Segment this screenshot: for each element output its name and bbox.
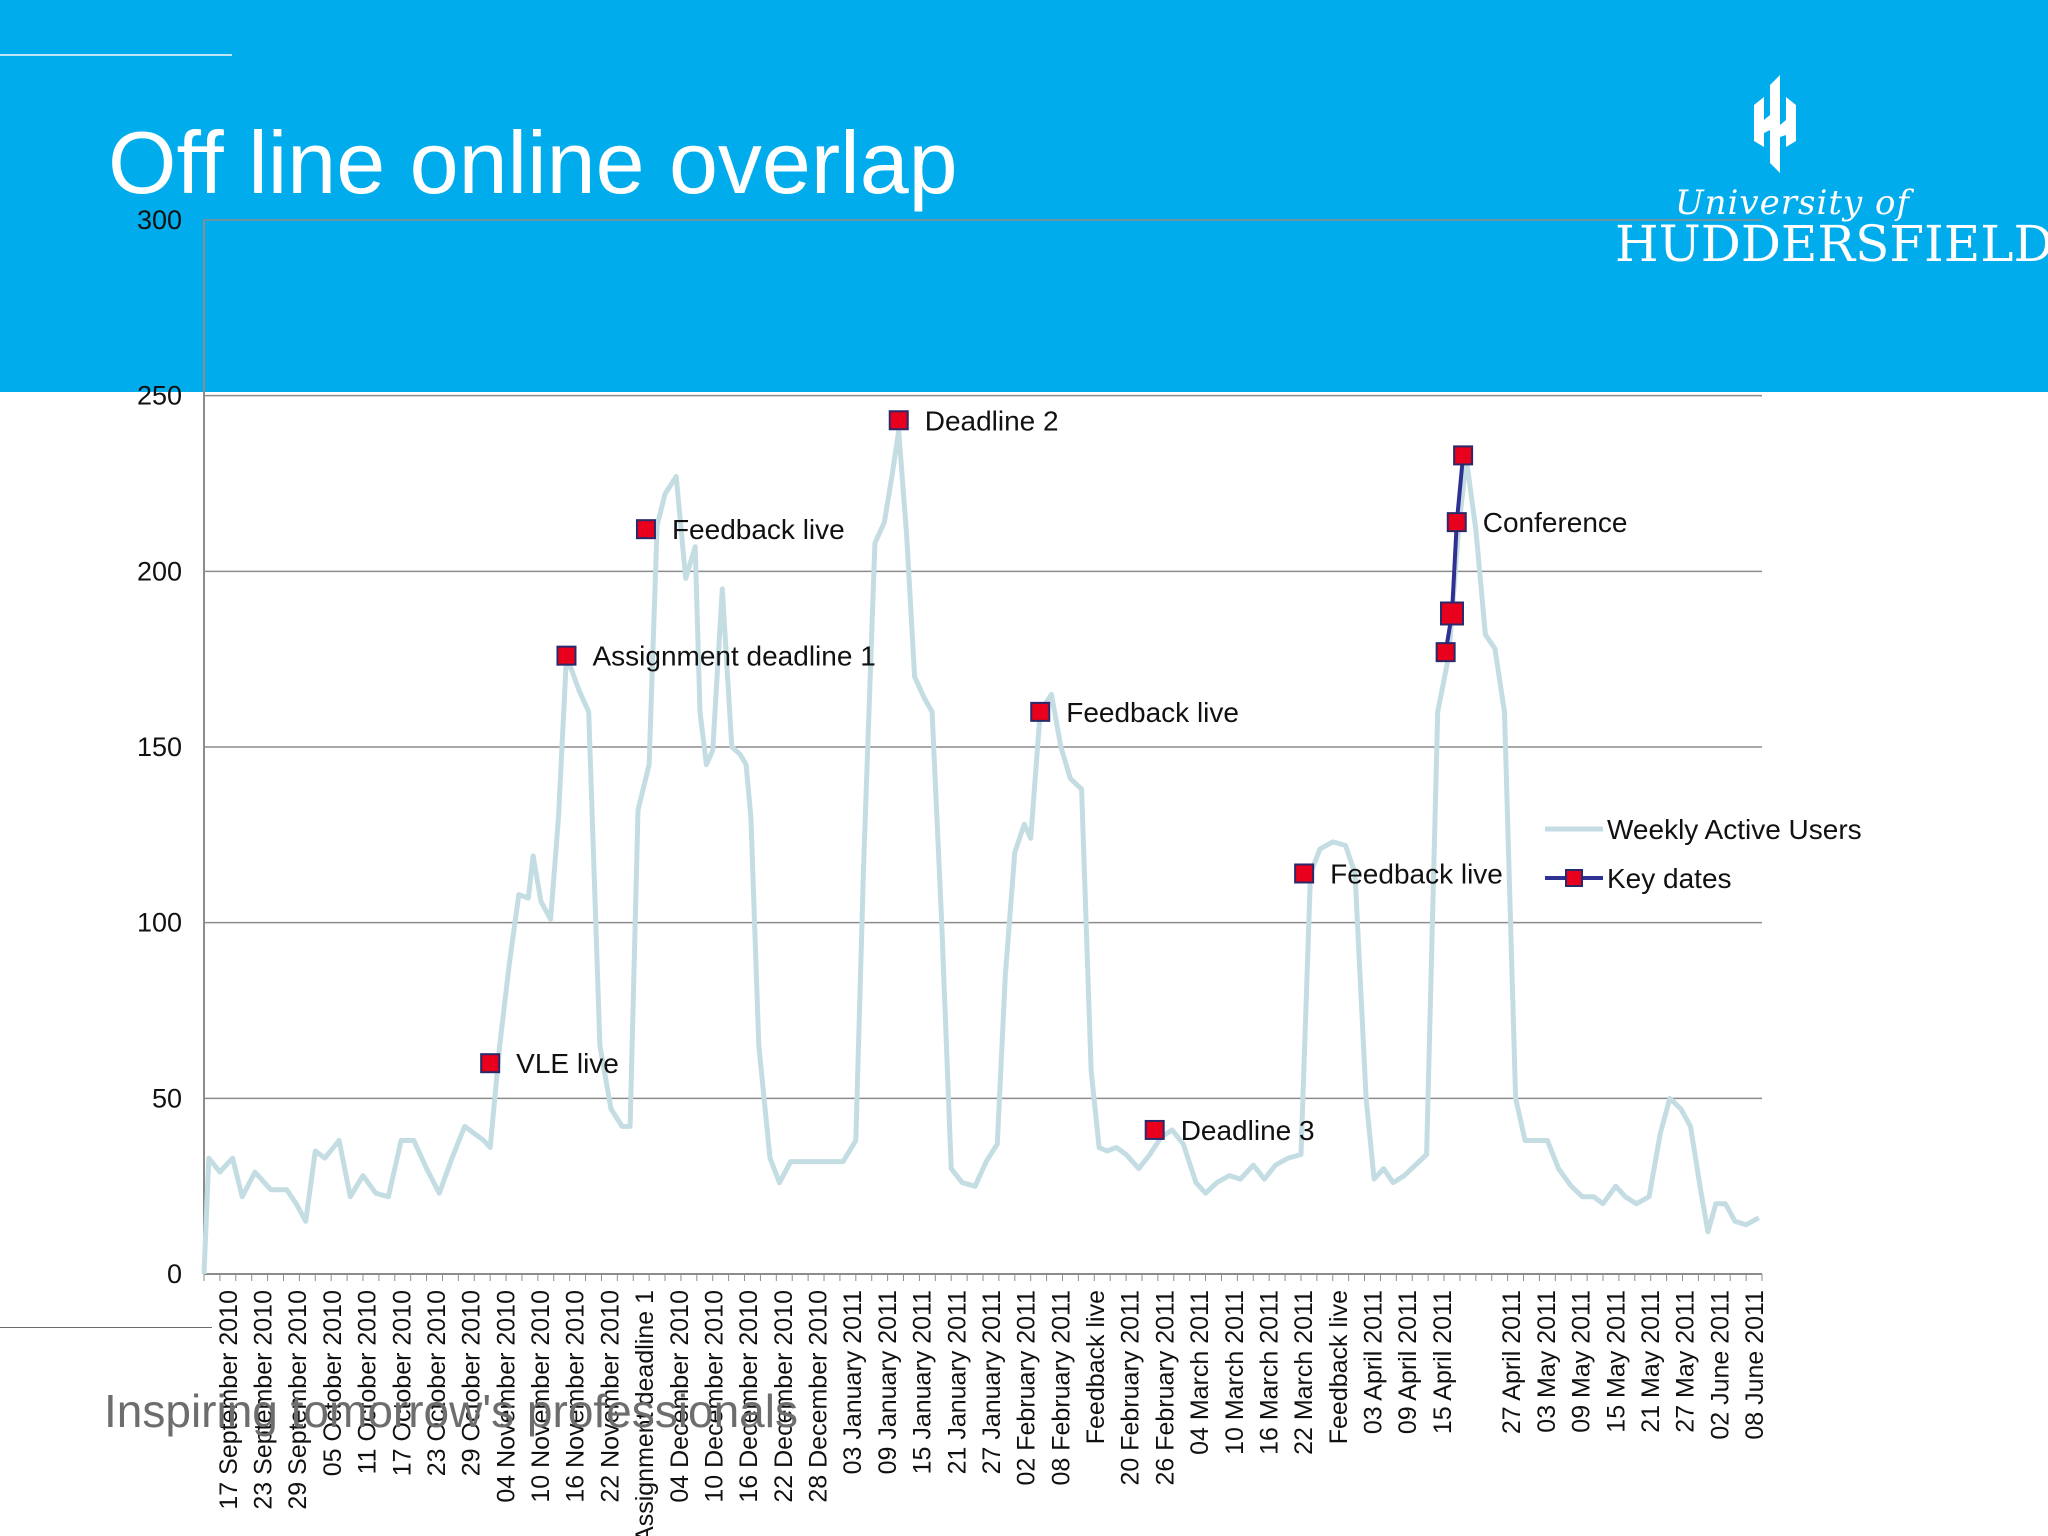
key-date-marker (1144, 1119, 1165, 1140)
x-tick-label: 15 January 2011 (909, 1290, 937, 1474)
x-tick-label: 22 December 2010 (770, 1290, 798, 1503)
x-tick-label: 09 April 2011 (1394, 1290, 1422, 1434)
chart-series: VLE live Assignment deadline 1 Feedback li… (201, 405, 1761, 1275)
x-tick-label: 21 January 2011 (943, 1290, 971, 1474)
y-tick-label: 300 (137, 205, 182, 235)
x-tick-label: 10 March 2011 (1221, 1290, 1249, 1455)
slide-title: Off line online overlap (108, 113, 958, 212)
x-tick-label: 09 January 2011 (874, 1290, 902, 1474)
y-axis: 0 50 100 150 200 250 300 (137, 205, 205, 1289)
x-tick-label: 28 December 2010 (805, 1290, 833, 1503)
key-date-marker (556, 645, 577, 666)
x-tick-label: 08 February 2011 (1047, 1290, 1075, 1486)
chart-grid (204, 219, 1762, 1100)
weekly-active-users-line (201, 428, 1761, 1275)
logo-university-text: University of (1675, 183, 1911, 223)
footer-tagline: Inspiring tomorrow's professionals (104, 1385, 798, 1437)
legend-key-marker (1565, 869, 1583, 887)
x-tick-label: 21 May 2011 (1637, 1290, 1665, 1433)
x-tick-label: 02 June 2011 (1706, 1290, 1734, 1440)
key-date-marker (1453, 445, 1474, 466)
key-date-marker (1446, 512, 1467, 533)
x-tick-label: 03 May 2011 (1533, 1290, 1561, 1433)
footer-rule (0, 1327, 212, 1328)
x-tick-label: 08 June 2011 (1741, 1290, 1769, 1440)
key-date-marker (635, 519, 656, 540)
key-date-label: Feedback live (1330, 858, 1503, 889)
x-tick-label: 04 November 2010 (492, 1290, 520, 1503)
key-date-label: VLE live (516, 1048, 619, 1079)
x-tick-label: 23 October 2010 (423, 1290, 451, 1476)
key-date-marker (1030, 701, 1051, 722)
key-date-label: Deadline 2 (925, 405, 1059, 436)
x-axis: 17 September 2010 23 September 2010 29 Sep… (203, 1273, 1769, 1536)
logo-mark-icon (1754, 75, 1796, 173)
y-tick-label: 200 (137, 556, 182, 586)
y-tick-label: 50 (152, 1083, 182, 1113)
key-date-label: Feedback live (1066, 697, 1239, 728)
key-date-marker (480, 1053, 501, 1074)
x-tick-label: 16 March 2011 (1255, 1290, 1283, 1455)
key-date-marker (888, 410, 909, 431)
x-tick-label: 16 December 2010 (735, 1290, 763, 1503)
x-tick-label: 16 November 2010 (562, 1290, 590, 1503)
x-tick-label: 27 May 2011 (1672, 1290, 1700, 1433)
legend-weekly-label: Weekly Active Users (1607, 814, 1862, 845)
x-tick-label: 04 March 2011 (1186, 1290, 1214, 1455)
decorative-rule (0, 54, 232, 56)
x-tick-label: 23 September 2010 (250, 1290, 278, 1510)
x-tick-label: 29 September 2010 (284, 1290, 312, 1510)
key-date-marker (1435, 642, 1456, 663)
key-date-marker (1439, 601, 1464, 626)
y-tick-label: 150 (137, 732, 182, 762)
x-tick-label: 03 January 2011 (839, 1290, 867, 1474)
university-logo: University of HUDDERSFIELD (1605, 75, 2048, 275)
x-tick-label: 02 February 2011 (1013, 1290, 1041, 1486)
y-tick-label: 100 (137, 908, 182, 938)
x-tick-label: Assignment deadline 1 (631, 1290, 659, 1536)
x-tick-label: Feedback live (1325, 1290, 1353, 1444)
logo-huddersfield-text: HUDDERSFIELD (1615, 215, 2048, 273)
x-tick-label: 04 December 2010 (666, 1290, 694, 1503)
legend-key-label: Key dates (1607, 863, 1732, 894)
x-tick-label: 10 December 2010 (700, 1290, 728, 1503)
x-tick-label: 27 January 2011 (978, 1290, 1006, 1474)
x-tick-label: 17 October 2010 (388, 1290, 416, 1476)
header-banner (0, 0, 2048, 392)
key-date-label: Feedback live (672, 514, 845, 545)
x-tick-label: Feedback live (1082, 1290, 1110, 1444)
x-tick-label: 15 May 2011 (1602, 1290, 1630, 1433)
key-dates-line (1443, 455, 1466, 653)
x-tick-label: 05 October 2010 (319, 1290, 347, 1476)
x-tick-label: 17 September 2010 (215, 1290, 243, 1510)
x-tick-label: 22 November 2010 (596, 1290, 624, 1503)
x-tick-label: 22 March 2011 (1290, 1290, 1318, 1455)
x-tick-label: 26 February 2011 (1151, 1290, 1179, 1486)
chart-legend: Weekly Active Users Key dates (1545, 814, 1862, 894)
x-tick-label: 09 May 2011 (1568, 1290, 1596, 1433)
key-date-marker (1294, 863, 1315, 884)
x-tick-label: 20 February 2011 (1117, 1290, 1145, 1486)
key-date-label: Deadline 3 (1181, 1115, 1315, 1146)
x-tick-label: 10 November 2010 (527, 1290, 555, 1503)
x-tick-label: 27 April 2011 (1498, 1290, 1526, 1434)
key-date-label: Assignment deadline 1 (592, 641, 875, 672)
x-tick-label: 11 October 2010 (354, 1290, 382, 1474)
x-tick-label: 29 October 2010 (458, 1290, 486, 1476)
key-date-label: Conference (1483, 507, 1628, 538)
y-tick-label: 0 (167, 1259, 182, 1289)
y-tick-label: 250 (137, 381, 182, 411)
x-tick-label: 03 April 2011 (1360, 1290, 1388, 1434)
x-tick-label: 15 April 2011 (1429, 1290, 1457, 1434)
